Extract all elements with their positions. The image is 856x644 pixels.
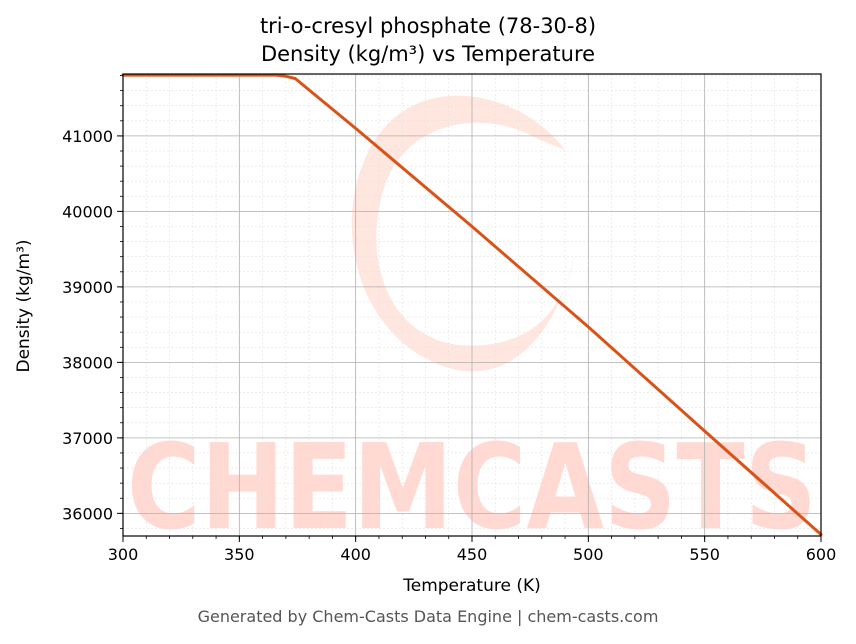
series-layer bbox=[121, 73, 823, 536]
x-tick-label: 400 bbox=[340, 545, 371, 564]
y-axis: 36000 37000 38000 39000 40000 41000 bbox=[62, 75, 123, 529]
x-tick-label: 300 bbox=[108, 545, 139, 564]
y-axis-label: Density (kg/m³) bbox=[14, 239, 34, 373]
x-axis-label: Temperature (K) bbox=[403, 576, 541, 596]
chart-subtitle: Density (kg/m³) vs Temperature bbox=[260, 42, 596, 66]
x-tick-label: 550 bbox=[689, 545, 720, 564]
y-tick-label: 37000 bbox=[62, 429, 113, 448]
x-tick-label: 350 bbox=[224, 545, 255, 564]
footer-credit: Generated by Chem-Casts Data Engine | ch… bbox=[197, 607, 659, 626]
x-axis: 300 350 400 450 500 550 600 bbox=[108, 536, 837, 564]
x-tick-label: 500 bbox=[573, 545, 604, 564]
y-tick-label: 36000 bbox=[62, 504, 113, 523]
x-tick-label: 600 bbox=[806, 545, 837, 564]
y-tick-label: 39000 bbox=[62, 278, 113, 297]
chart-title: tri-o-cresyl phosphate (78-30-8) bbox=[259, 14, 597, 38]
density-line bbox=[121, 73, 823, 536]
y-tick-label: 38000 bbox=[62, 353, 113, 372]
y-tick-label: 40000 bbox=[62, 202, 113, 221]
x-tick-label: 450 bbox=[457, 545, 488, 564]
y-tick-label: 41000 bbox=[62, 127, 113, 146]
